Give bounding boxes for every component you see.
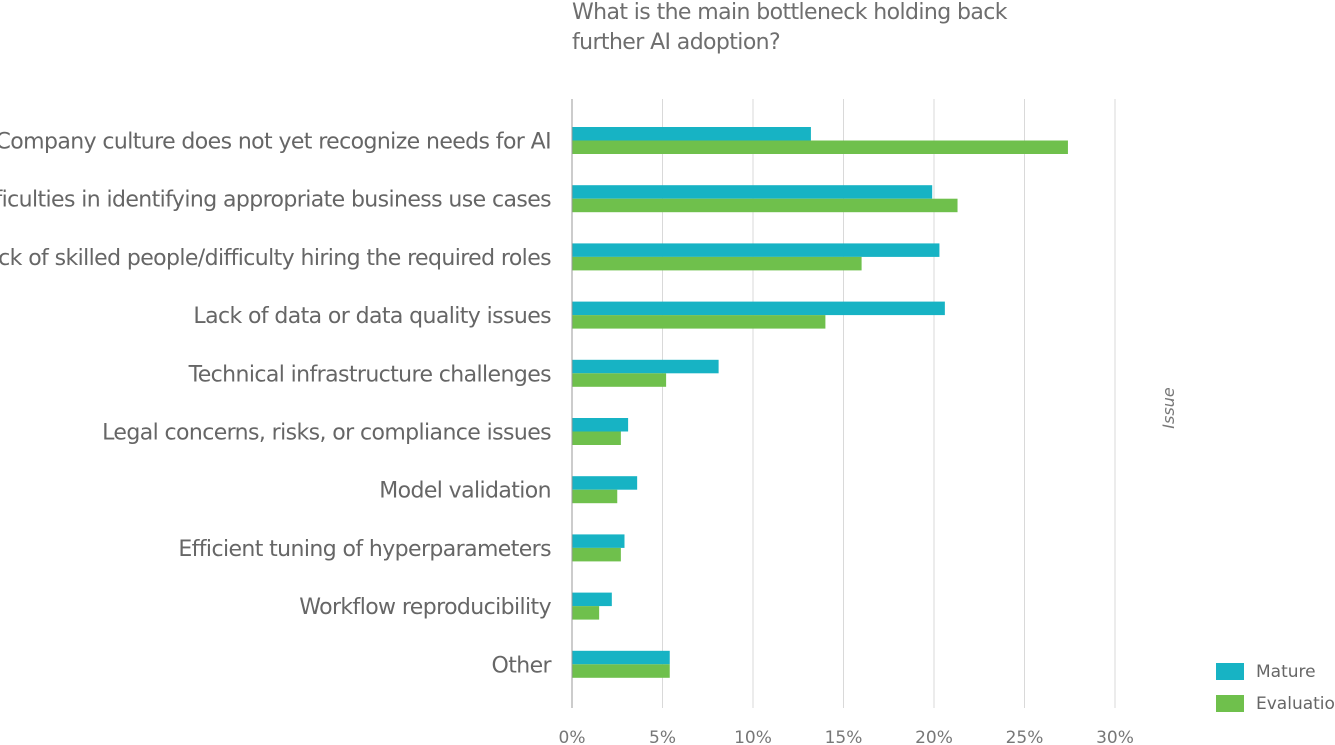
bar-mature	[572, 418, 629, 432]
x-tick-label: 30%	[1096, 728, 1134, 745]
x-tick-label: 0%	[559, 728, 586, 745]
category-label: Lack of data or data quality issues	[193, 304, 551, 329]
bar-mature	[572, 359, 719, 374]
legend-swatch-evaluation	[1216, 695, 1244, 712]
category-label: Efficient tuning of hyperparameters	[178, 537, 551, 562]
bar-evaluation	[572, 489, 618, 504]
bar-evaluation	[572, 606, 600, 620]
bar-mature	[572, 592, 612, 607]
bar-mature	[572, 650, 670, 665]
category-labels: Company culture does not yet recognize n…	[0, 130, 553, 679]
category-label: Technical infrastructure challenges	[188, 362, 551, 387]
category-label: Lack of skilled people/difficulty hiring…	[0, 246, 551, 271]
bar-evaluation	[572, 664, 670, 678]
category-label: Company culture does not yet recognize n…	[0, 130, 551, 155]
x-tick-label: 10%	[734, 728, 772, 745]
bar-mature	[572, 301, 945, 316]
bar-evaluation	[572, 140, 1068, 154]
legend-label-mature: Mature	[1256, 662, 1316, 682]
x-tick-label: 5%	[649, 728, 676, 745]
bar-evaluation	[572, 198, 958, 213]
bar-evaluation	[572, 315, 826, 329]
bar-mature	[572, 534, 625, 548]
legend-label-evaluation: Evaluation	[1256, 694, 1335, 714]
legend: Mature Evaluation	[1216, 662, 1335, 714]
bars	[572, 127, 1068, 678]
category-label: Difficulties in identifying appropriate …	[0, 188, 551, 213]
category-label: Other	[492, 653, 553, 678]
bar-evaluation	[572, 431, 621, 445]
y-axis-title: Issue	[1159, 387, 1178, 429]
bar-evaluation	[572, 256, 862, 271]
bar-mature	[572, 476, 638, 490]
category-label: Legal concerns, risks, or compliance iss…	[102, 421, 551, 446]
x-tick-label: 15%	[825, 728, 863, 745]
bar-evaluation	[572, 373, 667, 387]
chart-title-line-1: What is the main bottleneck holding back	[572, 0, 1007, 25]
legend-swatch-mature	[1216, 663, 1244, 680]
x-tick-label: 20%	[915, 728, 953, 745]
bar-mature	[572, 243, 940, 257]
bar-mature	[572, 127, 811, 141]
chart-title-line-2: further AI adoption?	[572, 30, 781, 55]
category-label: Workflow reproducibility	[299, 595, 551, 620]
category-label: Model validation	[379, 479, 551, 504]
bar-evaluation	[572, 547, 621, 562]
x-tick-label: 25%	[1006, 728, 1044, 745]
bar-mature	[572, 185, 933, 199]
x-tick-labels: 0% 5% 10% 15% 20% 25% 30%	[559, 728, 1134, 745]
